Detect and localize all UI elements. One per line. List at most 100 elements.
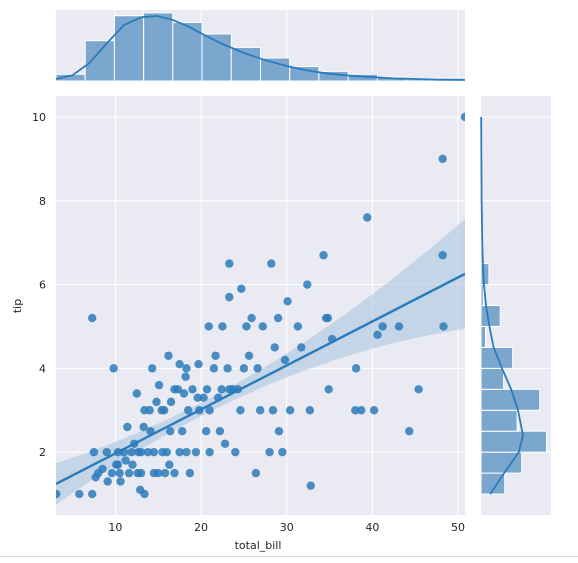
scatter-point — [223, 364, 232, 373]
y-tick-label: 6 — [39, 279, 46, 292]
scatter-point — [209, 364, 219, 373]
scatter-point — [253, 364, 262, 373]
marginal-x-bar — [201, 33, 232, 82]
scatter-point — [247, 313, 256, 323]
scatter-point — [211, 351, 220, 360]
scatter-point — [215, 427, 225, 436]
scatter-point — [166, 397, 176, 407]
scatter-point — [278, 447, 287, 457]
scatter-point — [265, 447, 274, 457]
scatter-point — [199, 393, 208, 402]
marginal-y-bar — [480, 430, 547, 453]
y-tick-label: 8 — [39, 195, 46, 208]
scatter-point — [107, 468, 117, 478]
scatter-point — [145, 406, 154, 415]
scatter-point — [116, 477, 125, 486]
scatter-point — [268, 406, 278, 415]
scatter-point — [357, 406, 366, 415]
scatter-point — [139, 422, 148, 432]
scatter-point — [236, 406, 245, 415]
scatter-point — [274, 427, 284, 436]
scatter-point — [255, 406, 265, 415]
scatter-point — [438, 251, 447, 260]
marginal-y-bar — [480, 284, 484, 306]
scatter-point — [218, 322, 227, 331]
y-tick-label: 4 — [39, 362, 46, 375]
scatter-point — [88, 489, 97, 499]
joint-plot-area — [56, 112, 465, 505]
scatter-point — [136, 468, 146, 478]
scatter-point — [91, 473, 100, 482]
scatter-point — [237, 284, 246, 293]
scatter-point — [175, 447, 184, 457]
x-tick-label: 20 — [194, 521, 208, 534]
scatter-point — [303, 280, 312, 289]
scatter-point — [394, 322, 404, 331]
marginal-y-bar — [480, 305, 501, 327]
x-tick-label: 50 — [451, 521, 465, 534]
scatter-point — [181, 372, 190, 381]
scatter-point — [121, 456, 130, 465]
marginal-x-bar — [84, 40, 115, 82]
scatter-point — [194, 359, 203, 369]
marginal-y-kde-curve — [480, 116, 524, 495]
scatter-point — [202, 385, 212, 394]
scatter-point — [88, 313, 97, 323]
marginal-x-bar — [260, 57, 291, 82]
scatter-point — [378, 322, 387, 331]
scatter-point — [182, 447, 191, 457]
scatter-point — [239, 364, 249, 373]
marginal-y-bar — [480, 325, 487, 348]
scatter-point — [438, 154, 447, 164]
x-axis-label: total_bill — [235, 539, 282, 552]
scatter-point — [154, 468, 163, 478]
scatter-point — [148, 364, 157, 373]
scatter-point — [162, 447, 171, 457]
scatter-point — [244, 351, 254, 360]
marginal-y-bar — [480, 388, 541, 411]
scatter-point — [217, 385, 226, 394]
scatter-point — [193, 393, 202, 402]
scatter-point — [405, 427, 414, 436]
scatter-point — [166, 427, 175, 436]
scatter-point — [297, 343, 306, 352]
scatter-point — [351, 406, 360, 415]
marginal-x-histogram-panel — [55, 10, 466, 82]
scatter-point — [280, 355, 290, 365]
scatter-point — [258, 322, 267, 331]
scatter-point — [124, 468, 134, 478]
marginal-x-bar — [289, 66, 320, 82]
scatter-point — [113, 460, 123, 469]
scatter-point — [220, 439, 230, 448]
scatter-point — [185, 468, 195, 478]
scatter-point — [182, 364, 191, 373]
y-axis-label: tip — [11, 299, 24, 313]
regression-line — [56, 272, 465, 485]
scatter-point — [177, 427, 187, 436]
scatter-point — [132, 389, 141, 398]
scatter-point — [242, 322, 251, 331]
x-tick-label: 10 — [108, 521, 122, 534]
scatter-point — [136, 447, 146, 457]
scatter-point — [127, 447, 136, 457]
marginal-x-kde-curve — [55, 15, 466, 81]
marginal-y-bar — [480, 367, 505, 390]
joint-scatter-panel: 10 20 30 40 50 2 4 6 8 10 — [32, 96, 465, 534]
scatter-point — [225, 292, 234, 302]
scatter-point — [160, 406, 169, 415]
y-tick-label: 10 — [32, 111, 46, 124]
scatter-point — [128, 460, 137, 469]
marginal-y-bar — [480, 346, 514, 369]
scatter-point — [251, 468, 261, 478]
x-tick-label: 30 — [280, 521, 294, 534]
scatter-point — [75, 489, 84, 499]
scatter-point — [351, 364, 361, 373]
scatter-point — [102, 447, 112, 457]
scatter-point — [267, 259, 276, 268]
marginal-y-bar — [480, 409, 518, 432]
scatter-point — [160, 468, 170, 478]
scatter-point — [152, 397, 161, 407]
scatter-point — [319, 251, 328, 260]
scatter-point — [191, 447, 201, 457]
